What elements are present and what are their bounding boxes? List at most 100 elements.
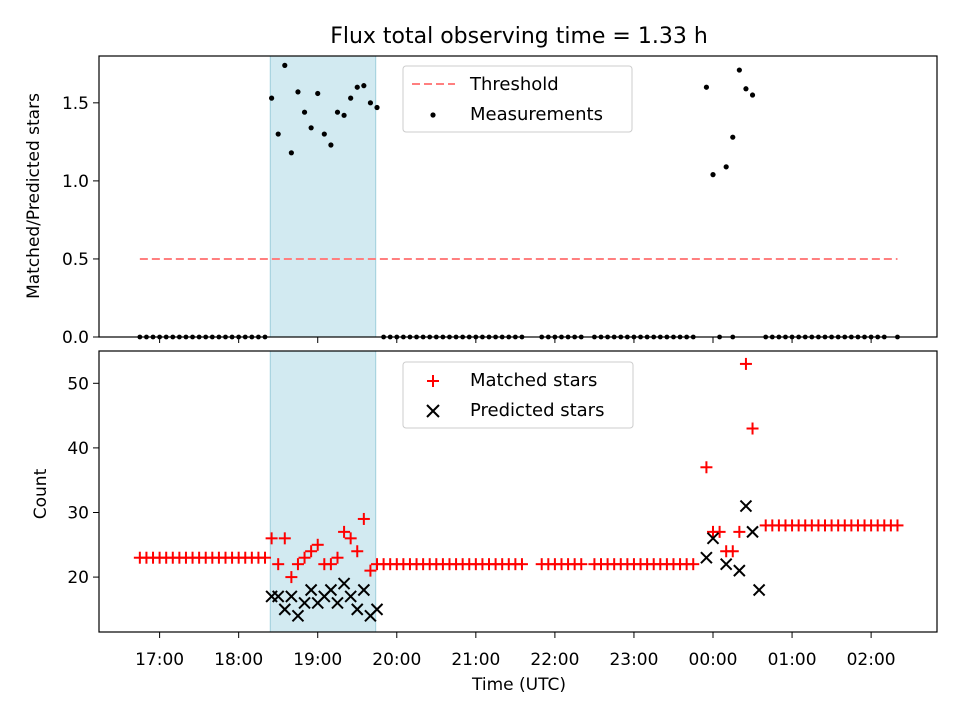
measurement-point [749,92,756,98]
measurement-point [895,334,900,340]
measurement-point [209,334,215,340]
predicted-star-marker [298,596,311,610]
matched-star-marker [338,525,351,538]
predicted-star-marker [304,583,318,597]
predicted-star-marker [739,499,753,513]
measurement-point [453,334,459,340]
measurement-point [249,334,255,340]
measurement-point [671,334,676,340]
measurement-point [163,334,169,340]
measurement-point [433,334,439,340]
bottom-y-ticks: 20 30 40 50 [67,374,99,588]
matched-star-marker [298,551,311,564]
measurement-point [816,334,821,340]
measurement-point [170,334,176,340]
predicted-star-marker [752,583,766,597]
measurement-point [460,334,466,340]
measurement-point [499,334,505,340]
measurement-point [486,334,492,340]
legend-predicted-label: Predicted stars [470,400,604,421]
chart-title: Flux total observing time = 1.33 h [330,24,708,49]
x-tick-label: 21:00 [451,650,500,670]
x-tick-label: 23:00 [609,650,658,670]
measurement-point [420,334,426,340]
measurement-point [783,334,788,340]
predicted-star-marker [351,603,364,616]
bottom-panel: 20 30 40 50 17:00 18:00 19:00 20:00 21:00 22:00 2… [31,350,938,695]
measurement-point [855,334,861,340]
measurement-point [578,334,584,340]
measurement-point [776,334,782,340]
measurement-point [354,84,360,90]
measurement-point [618,334,624,340]
bottom-panel-frame [98,350,938,633]
measurement-point [334,109,341,115]
measurement-point [829,334,834,340]
matched-star-marker [278,532,291,545]
matched-star-marker [331,551,344,564]
matched-star-marker [726,545,739,558]
matched-star-marker [739,357,752,370]
top-legend-box [402,65,633,133]
measurement-point [381,334,387,340]
measurement-point [190,334,195,340]
measurement-point [802,334,808,340]
measurement-point [295,89,301,95]
legend-threshold-label: Threshold [469,74,559,95]
measurement-point [512,334,518,340]
bottom-series-marks [133,357,904,623]
measurement-point [341,112,347,118]
matched-star-marker [575,558,588,571]
predicted-star-marker [370,603,384,616]
measurement-point [427,334,433,340]
matched-star-marker [259,551,272,564]
x-axis-label: Time (UTC) [471,675,566,695]
measurement-point [440,334,446,340]
matched-star-marker [265,532,278,545]
matched-star-marker [515,558,528,571]
measurement-point [539,334,545,340]
matched-star-marker [733,525,746,538]
measurement-point [282,62,288,68]
matched-star-marker [700,461,713,474]
measurement-point [203,334,209,340]
x-tick-label: 19:00 [293,650,342,670]
measurement-point [690,334,696,340]
x-tick-label: 02:00 [847,650,896,670]
measurement-point [150,334,156,340]
top-y-tick-label: 0.0 [62,328,89,348]
predicted-star-marker [719,557,733,571]
measurement-point [301,109,308,115]
measurement-point [262,334,268,340]
measurement-point [519,334,525,340]
bottom-legend-box [402,361,634,429]
measurement-point [216,334,222,340]
measurement-point [598,334,604,340]
measurement-point [315,90,321,97]
matched-star-marker [364,564,377,577]
measurement-point [374,104,380,111]
matched-star-marker [305,545,318,558]
top-y-ticks: 0.0 0.5 1.0 1.5 [62,94,99,348]
legend-measurements-label: Measurements [470,104,603,125]
measurement-point [229,334,235,340]
matched-star-marker [324,558,337,571]
measurement-point [875,334,881,340]
measurement-point [763,334,769,340]
measurement-point [730,134,736,140]
measurement-point [137,334,143,340]
predicted-star-marker [357,583,371,597]
matched-star-marker [713,525,726,538]
measurement-point [288,150,294,156]
top-x-ticks [159,337,872,343]
measurement-point [848,334,854,340]
shaded-span-bottom [269,350,377,633]
matched-star-marker [285,571,298,584]
measurement-point [144,334,149,340]
predicted-star-marker [331,596,344,610]
measurement-point [809,334,815,340]
matched-star-marker [891,519,904,532]
measurement-point [480,334,485,340]
measurement-point [321,131,327,137]
